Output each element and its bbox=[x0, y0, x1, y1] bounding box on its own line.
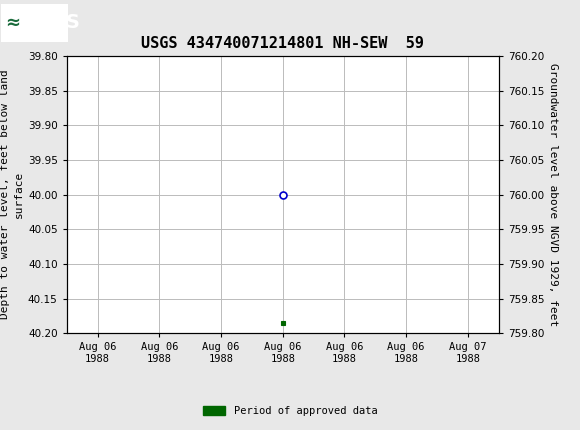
Bar bbox=[1, 3, 68, 42]
Title: USGS 434740071214801 NH-SEW  59: USGS 434740071214801 NH-SEW 59 bbox=[142, 36, 424, 51]
Y-axis label: Groundwater level above NGVD 1929, feet: Groundwater level above NGVD 1929, feet bbox=[549, 63, 559, 326]
Legend: Period of approved data: Period of approved data bbox=[198, 402, 382, 421]
Y-axis label: Depth to water level, feet below land
surface: Depth to water level, feet below land su… bbox=[1, 70, 24, 319]
Text: USGS: USGS bbox=[20, 13, 80, 32]
Text: ≈: ≈ bbox=[5, 14, 20, 31]
